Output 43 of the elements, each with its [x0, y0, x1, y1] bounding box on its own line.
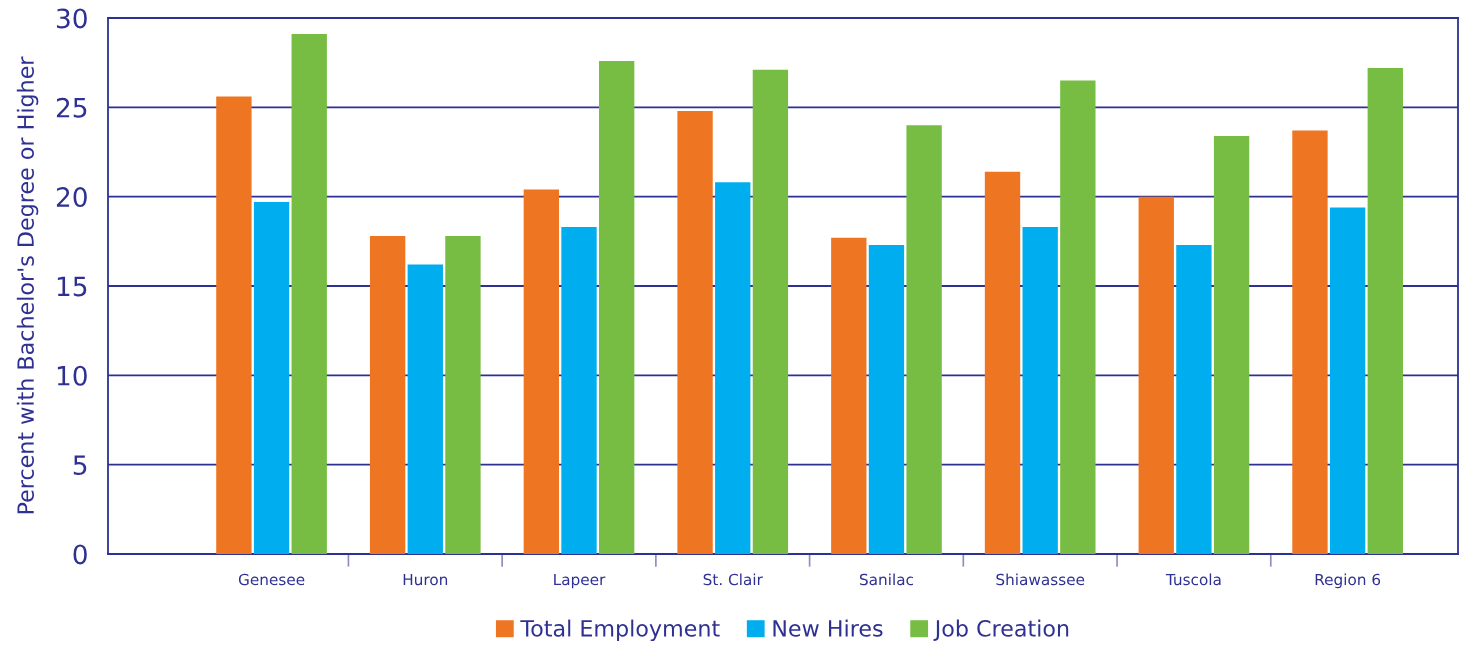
bar	[1329, 207, 1366, 554]
bar	[752, 69, 789, 554]
y-tick-label: 15	[57, 276, 87, 297]
bar	[253, 202, 290, 554]
bar	[1213, 135, 1250, 554]
bar	[715, 182, 751, 554]
legend-label: Total Employment	[520, 619, 720, 642]
x-tick-label: Genesee	[238, 573, 305, 586]
bar	[369, 235, 406, 554]
y-tick-label: 0	[73, 544, 87, 565]
bar	[1292, 130, 1328, 554]
x-tick-label: Huron	[403, 573, 448, 586]
legend-label: Job Creation	[933, 619, 1069, 641]
bar	[831, 237, 867, 554]
x-tick-label: St. Clair	[703, 573, 763, 586]
x-tick-label: Shiawassee	[996, 573, 1085, 586]
bar	[1176, 244, 1212, 554]
y-tick-label: 25	[56, 97, 87, 118]
bar	[1060, 80, 1096, 554]
bar	[677, 110, 713, 554]
y-tick-label: 5	[73, 455, 87, 476]
bar	[906, 125, 942, 554]
bar	[523, 189, 560, 554]
y-tick-label: 30	[56, 8, 87, 29]
y-axis-title: Percent with Bachelor's Degree or Higher	[16, 56, 39, 514]
y-tick-label: 10	[57, 365, 87, 386]
bar	[407, 264, 443, 554]
x-tick-label: Sanilac	[859, 573, 914, 586]
bar	[216, 96, 252, 554]
bar	[291, 34, 327, 554]
x-tick-label: Region 6	[1315, 573, 1381, 589]
bar	[1022, 227, 1058, 554]
bar	[868, 244, 905, 554]
bar	[984, 171, 1021, 554]
y-tick-label: 20	[56, 187, 87, 208]
legend-label: New Hires	[773, 619, 883, 637]
x-tick-label: Tuscola	[1165, 573, 1221, 586]
bar	[1138, 196, 1174, 554]
bar	[561, 227, 597, 554]
x-tick-label: Lapeer	[554, 573, 606, 589]
bar	[598, 60, 635, 554]
bar	[445, 235, 481, 554]
bar	[1367, 68, 1403, 554]
